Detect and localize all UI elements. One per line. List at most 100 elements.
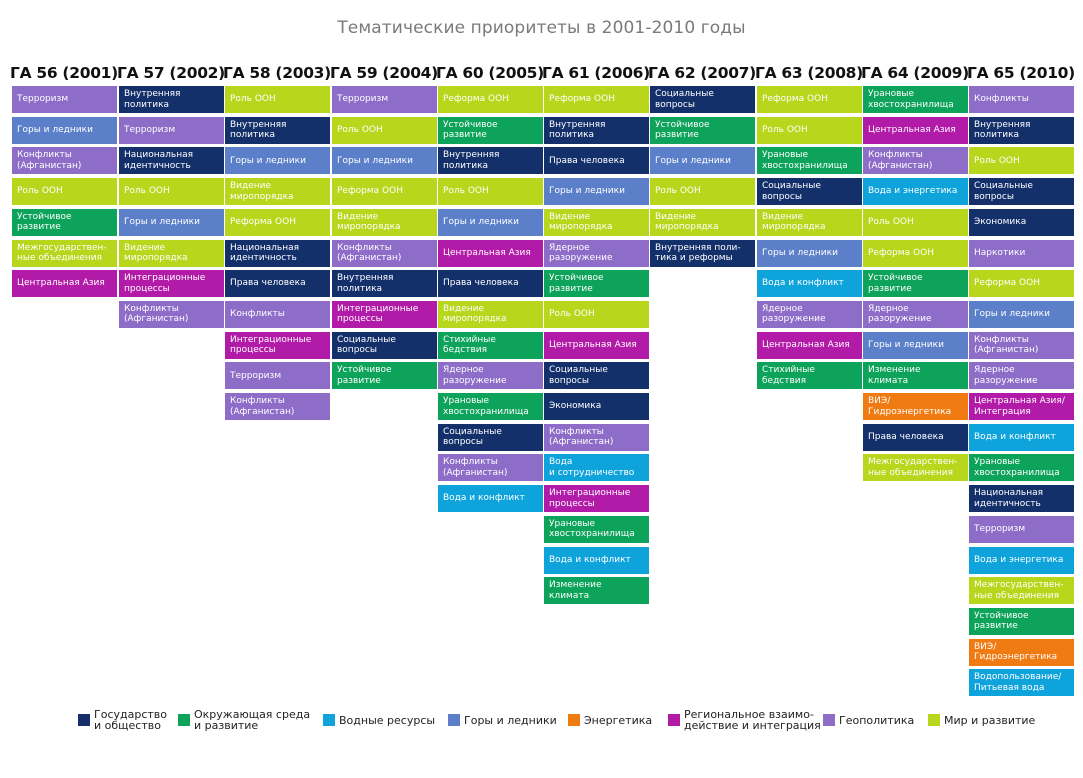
topic-box: Наркотики <box>969 239 1074 267</box>
topic-box: Горы и ледники <box>225 147 330 175</box>
topic-label: Центральная Азия <box>17 278 105 289</box>
topic-box: Социальные вопросы <box>969 178 1074 206</box>
topic-label: Горы и ледники <box>868 339 944 350</box>
topic-label: Социальные вопросы <box>443 426 502 448</box>
topic-label: Устойчивое развитие <box>337 365 392 386</box>
topic-box: Роль ООН <box>544 300 649 328</box>
topic-label: Терроризм <box>974 524 1026 535</box>
topic-box: Вода и конфликт <box>438 485 543 513</box>
topic-box: Горы и ледники <box>650 147 755 175</box>
topic-label: Права человека <box>230 278 306 289</box>
topic-box: Внутренняя политика <box>969 116 1074 144</box>
topic-label: Ядерное разоружение <box>974 365 1038 386</box>
topic-label: Права человека <box>443 278 519 289</box>
topic-label: Видение миропорядка <box>124 242 188 264</box>
topic-label: Конфликты (Афганистан) <box>868 150 933 171</box>
topic-box: Роль ООН <box>863 208 968 236</box>
topic-label: Роль ООН <box>655 186 701 197</box>
topic-label: Стихийные бедствия <box>762 365 815 386</box>
legend-swatch <box>568 714 580 726</box>
topic-box: Права человека <box>544 147 649 175</box>
legend-swatch <box>323 714 335 726</box>
topic-label: Вода и сотрудничество <box>549 457 635 478</box>
topic-box: Роль ООН <box>650 178 755 206</box>
topic-box: Интеграционные процессы <box>119 270 224 298</box>
topic-box: Стихийные бедствия <box>757 362 862 390</box>
topic-box: Права человека <box>225 270 330 298</box>
topic-box: Устойчивое развитие <box>863 270 968 298</box>
topic-label: Внутренняя политика <box>124 89 181 110</box>
topic-box: Ядерное разоружение <box>438 362 543 390</box>
topic-label: Вода и конфликт <box>443 493 525 504</box>
column-header: ГА 62 (2007) <box>648 64 756 82</box>
topic-box: Центральная Азия <box>12 270 117 298</box>
topic-label: Центральная Азия/ Интеграция <box>974 396 1065 417</box>
topic-label: Горы и ледники <box>549 186 625 197</box>
topic-box: Национальная идентичность <box>969 485 1074 513</box>
column-header: ГА 64 (2009) <box>861 64 969 82</box>
column-header: ГА 61 (2006) <box>542 64 650 82</box>
legend-item-gos: Государство и общество <box>78 705 167 735</box>
topic-box: Ядерное разоружение <box>544 239 649 267</box>
topic-label: Роль ООН <box>17 186 63 197</box>
topic-box: Устойчивое развитие <box>544 270 649 298</box>
topic-box: Социальные вопросы <box>544 362 649 390</box>
topic-box: Вода и энергетика <box>969 546 1074 574</box>
topic-label: Интеграционные процессы <box>124 273 206 294</box>
topic-label: Внутренняя политика <box>230 119 287 141</box>
topic-label: Конфликты <box>230 309 285 320</box>
column-8: ГА 64 (2009) Урановые хвостохранилища Цент… <box>861 62 969 482</box>
topic-label: Устойчивое развитие <box>549 273 604 294</box>
topic-box: ВИЭ/ Гидроэнергетика <box>969 638 1074 666</box>
topic-label: Конфликты (Афганистан) <box>443 457 508 478</box>
topic-box: Роль ООН <box>225 86 330 113</box>
topic-box: Роль ООН <box>119 178 224 206</box>
column-1: ГА 57 (2002) Внутренняя политика Терроризм… <box>117 62 225 328</box>
topic-label: Реформа ООН <box>443 94 509 105</box>
topic-label: Внутренняя политика <box>337 273 394 294</box>
topic-label: Горы и ледники <box>17 124 93 135</box>
topic-label: Урановые хвостохранилища <box>868 89 954 110</box>
legend-item-geo: Геополитика <box>823 705 914 735</box>
topic-box: Внутренняя политика <box>438 147 543 175</box>
column-header: ГА 56 (2001) <box>10 64 118 82</box>
topic-label: Устойчивое развитие <box>17 211 72 233</box>
topic-label: Вода и конфликт <box>762 278 844 289</box>
topic-label: Видение миропорядка <box>655 211 719 233</box>
topic-label: Роль ООН <box>974 155 1020 166</box>
topic-label: Терроризм <box>337 94 389 105</box>
topic-box: Реформа ООН <box>544 86 649 113</box>
topic-label: Роль ООН <box>549 309 595 320</box>
topic-label: Центральная Азия <box>549 339 637 350</box>
column-header: ГА 65 (2010) <box>967 64 1075 82</box>
topic-label: Урановые хвостохранилища <box>974 457 1060 478</box>
topic-label: Урановые хвостохранилища <box>549 518 635 540</box>
topic-box: Видение миропорядка <box>119 239 224 267</box>
topic-box: Горы и ледники <box>544 178 649 206</box>
topic-box: Реформа ООН <box>225 208 330 236</box>
topic-box: Права человека <box>863 423 968 451</box>
legend-item-peace: Мир и развитие <box>928 705 1035 735</box>
topic-box: Интеграционные процессы <box>544 485 649 513</box>
topic-box: Центральная Азия/ Интеграция <box>969 393 1074 420</box>
topic-box: Интеграционные процессы <box>332 300 437 328</box>
topic-box: Межгосударствен- ные объединения <box>12 239 117 267</box>
topic-label: ВИЭ/ Гидроэнергетика <box>868 396 952 417</box>
topic-box: Урановые хвостохранилища <box>544 515 649 543</box>
column-7: ГА 63 (2008) Реформа ООН Роль ООН Урановые … <box>755 62 863 390</box>
topic-label: Ядерное разоружение <box>549 242 613 264</box>
topic-label: Конфликты (Афганистан) <box>337 242 402 264</box>
topic-box: Вода и конфликт <box>544 546 649 574</box>
column-header: ГА 58 (2003) <box>223 64 331 82</box>
topic-label: Горы и ледники <box>443 217 519 228</box>
column-6: ГА 62 (2007) Социальные вопросы Устойчивое… <box>648 62 756 267</box>
topic-box: Реформа ООН <box>438 86 543 113</box>
legend-label: Геополитика <box>839 713 915 727</box>
topic-label: Видение миропорядка <box>443 303 507 325</box>
topic-box: Урановые хвостохранилища <box>438 393 543 420</box>
topic-box: Конфликты <box>225 300 330 328</box>
topic-label: Терроризм <box>124 124 176 135</box>
topic-label: Роль ООН <box>443 186 489 197</box>
topic-label: Видение миропорядка <box>230 181 294 202</box>
topic-label: Урановые хвостохранилища <box>443 396 529 417</box>
